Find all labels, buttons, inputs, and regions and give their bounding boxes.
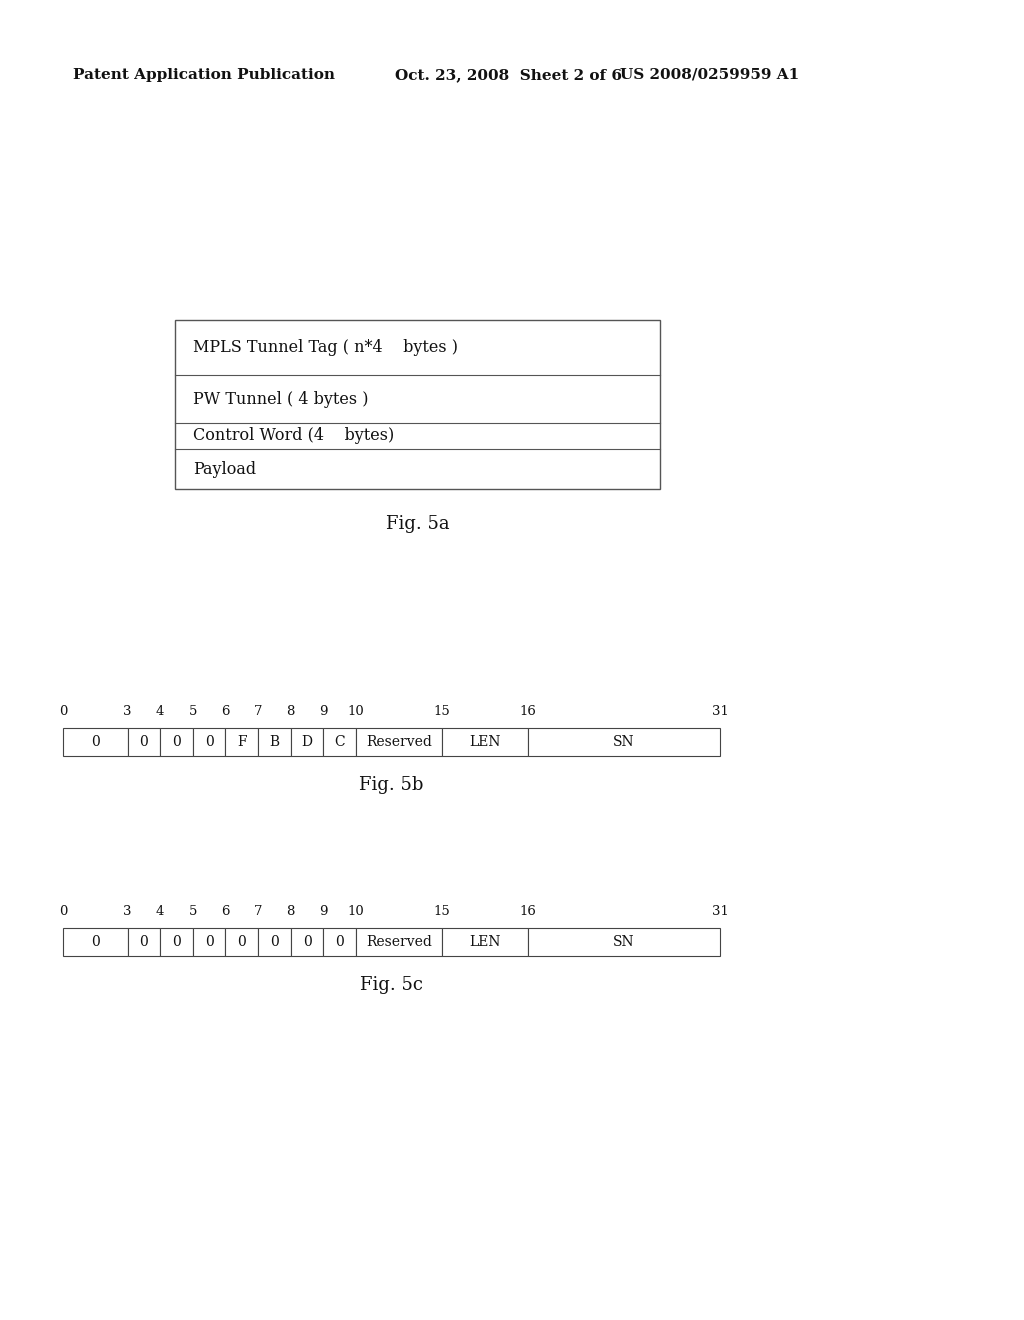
Bar xyxy=(193,729,225,756)
Text: 16: 16 xyxy=(519,906,537,917)
Bar xyxy=(193,928,225,956)
Text: 7: 7 xyxy=(254,906,262,917)
Text: LEN: LEN xyxy=(469,935,501,949)
Text: F: F xyxy=(237,735,247,748)
Bar xyxy=(63,928,128,956)
Text: 0: 0 xyxy=(238,935,246,949)
Text: 9: 9 xyxy=(319,705,328,718)
Text: 10: 10 xyxy=(348,906,365,917)
Text: 31: 31 xyxy=(712,906,728,917)
Bar xyxy=(291,928,324,956)
Text: 6: 6 xyxy=(221,906,229,917)
Text: 15: 15 xyxy=(433,705,451,718)
Text: LEN: LEN xyxy=(469,735,501,748)
Text: 0: 0 xyxy=(205,735,214,748)
Text: Fig. 5b: Fig. 5b xyxy=(359,776,424,795)
Text: 0: 0 xyxy=(205,935,214,949)
Bar xyxy=(225,928,258,956)
Bar xyxy=(442,729,527,756)
Bar xyxy=(258,729,291,756)
Text: US 2008/0259959 A1: US 2008/0259959 A1 xyxy=(620,69,800,82)
Text: 0: 0 xyxy=(58,906,68,917)
Text: 8: 8 xyxy=(287,906,295,917)
Text: Control Word (4    bytes): Control Word (4 bytes) xyxy=(193,428,394,445)
Bar xyxy=(63,729,128,756)
Bar xyxy=(128,729,160,756)
Text: 0: 0 xyxy=(172,735,181,748)
Text: SN: SN xyxy=(613,735,635,748)
Bar xyxy=(324,729,356,756)
Bar xyxy=(442,928,527,956)
Text: 0: 0 xyxy=(270,935,279,949)
Bar xyxy=(160,729,193,756)
Bar xyxy=(175,319,660,488)
Text: MPLS Tunnel Tag ( n*4    bytes ): MPLS Tunnel Tag ( n*4 bytes ) xyxy=(193,339,458,356)
Bar xyxy=(356,928,442,956)
Text: Oct. 23, 2008  Sheet 2 of 6: Oct. 23, 2008 Sheet 2 of 6 xyxy=(395,69,622,82)
Text: Reserved: Reserved xyxy=(366,735,432,748)
Text: 9: 9 xyxy=(319,906,328,917)
Text: 0: 0 xyxy=(139,735,148,748)
Text: 0: 0 xyxy=(139,935,148,949)
Text: 15: 15 xyxy=(433,906,451,917)
Text: 5: 5 xyxy=(188,705,197,718)
Text: 3: 3 xyxy=(123,906,132,917)
Text: 31: 31 xyxy=(712,705,728,718)
Bar xyxy=(128,928,160,956)
Text: 4: 4 xyxy=(156,906,165,917)
Text: Patent Application Publication: Patent Application Publication xyxy=(73,69,335,82)
Text: 4: 4 xyxy=(156,705,165,718)
Bar xyxy=(527,928,720,956)
Text: Reserved: Reserved xyxy=(366,935,432,949)
Text: D: D xyxy=(302,735,312,748)
Text: 10: 10 xyxy=(348,705,365,718)
Text: Payload: Payload xyxy=(193,461,256,478)
Bar xyxy=(258,928,291,956)
Text: 6: 6 xyxy=(221,705,229,718)
Text: 0: 0 xyxy=(303,935,311,949)
Text: 5: 5 xyxy=(188,906,197,917)
Text: Fig. 5c: Fig. 5c xyxy=(360,975,423,994)
Text: 0: 0 xyxy=(172,935,181,949)
Bar xyxy=(160,928,193,956)
Text: 0: 0 xyxy=(91,935,99,949)
Text: 7: 7 xyxy=(254,705,262,718)
Text: 0: 0 xyxy=(91,735,99,748)
Text: 16: 16 xyxy=(519,705,537,718)
Text: B: B xyxy=(269,735,280,748)
Text: 0: 0 xyxy=(335,935,344,949)
Text: PW Tunnel ( 4 bytes ): PW Tunnel ( 4 bytes ) xyxy=(193,391,369,408)
Bar xyxy=(356,729,442,756)
Text: Fig. 5a: Fig. 5a xyxy=(386,515,450,533)
Bar xyxy=(225,729,258,756)
Text: SN: SN xyxy=(613,935,635,949)
Text: 3: 3 xyxy=(123,705,132,718)
Text: 8: 8 xyxy=(287,705,295,718)
Text: C: C xyxy=(335,735,345,748)
Bar xyxy=(527,729,720,756)
Bar xyxy=(324,928,356,956)
Bar xyxy=(291,729,324,756)
Text: 0: 0 xyxy=(58,705,68,718)
